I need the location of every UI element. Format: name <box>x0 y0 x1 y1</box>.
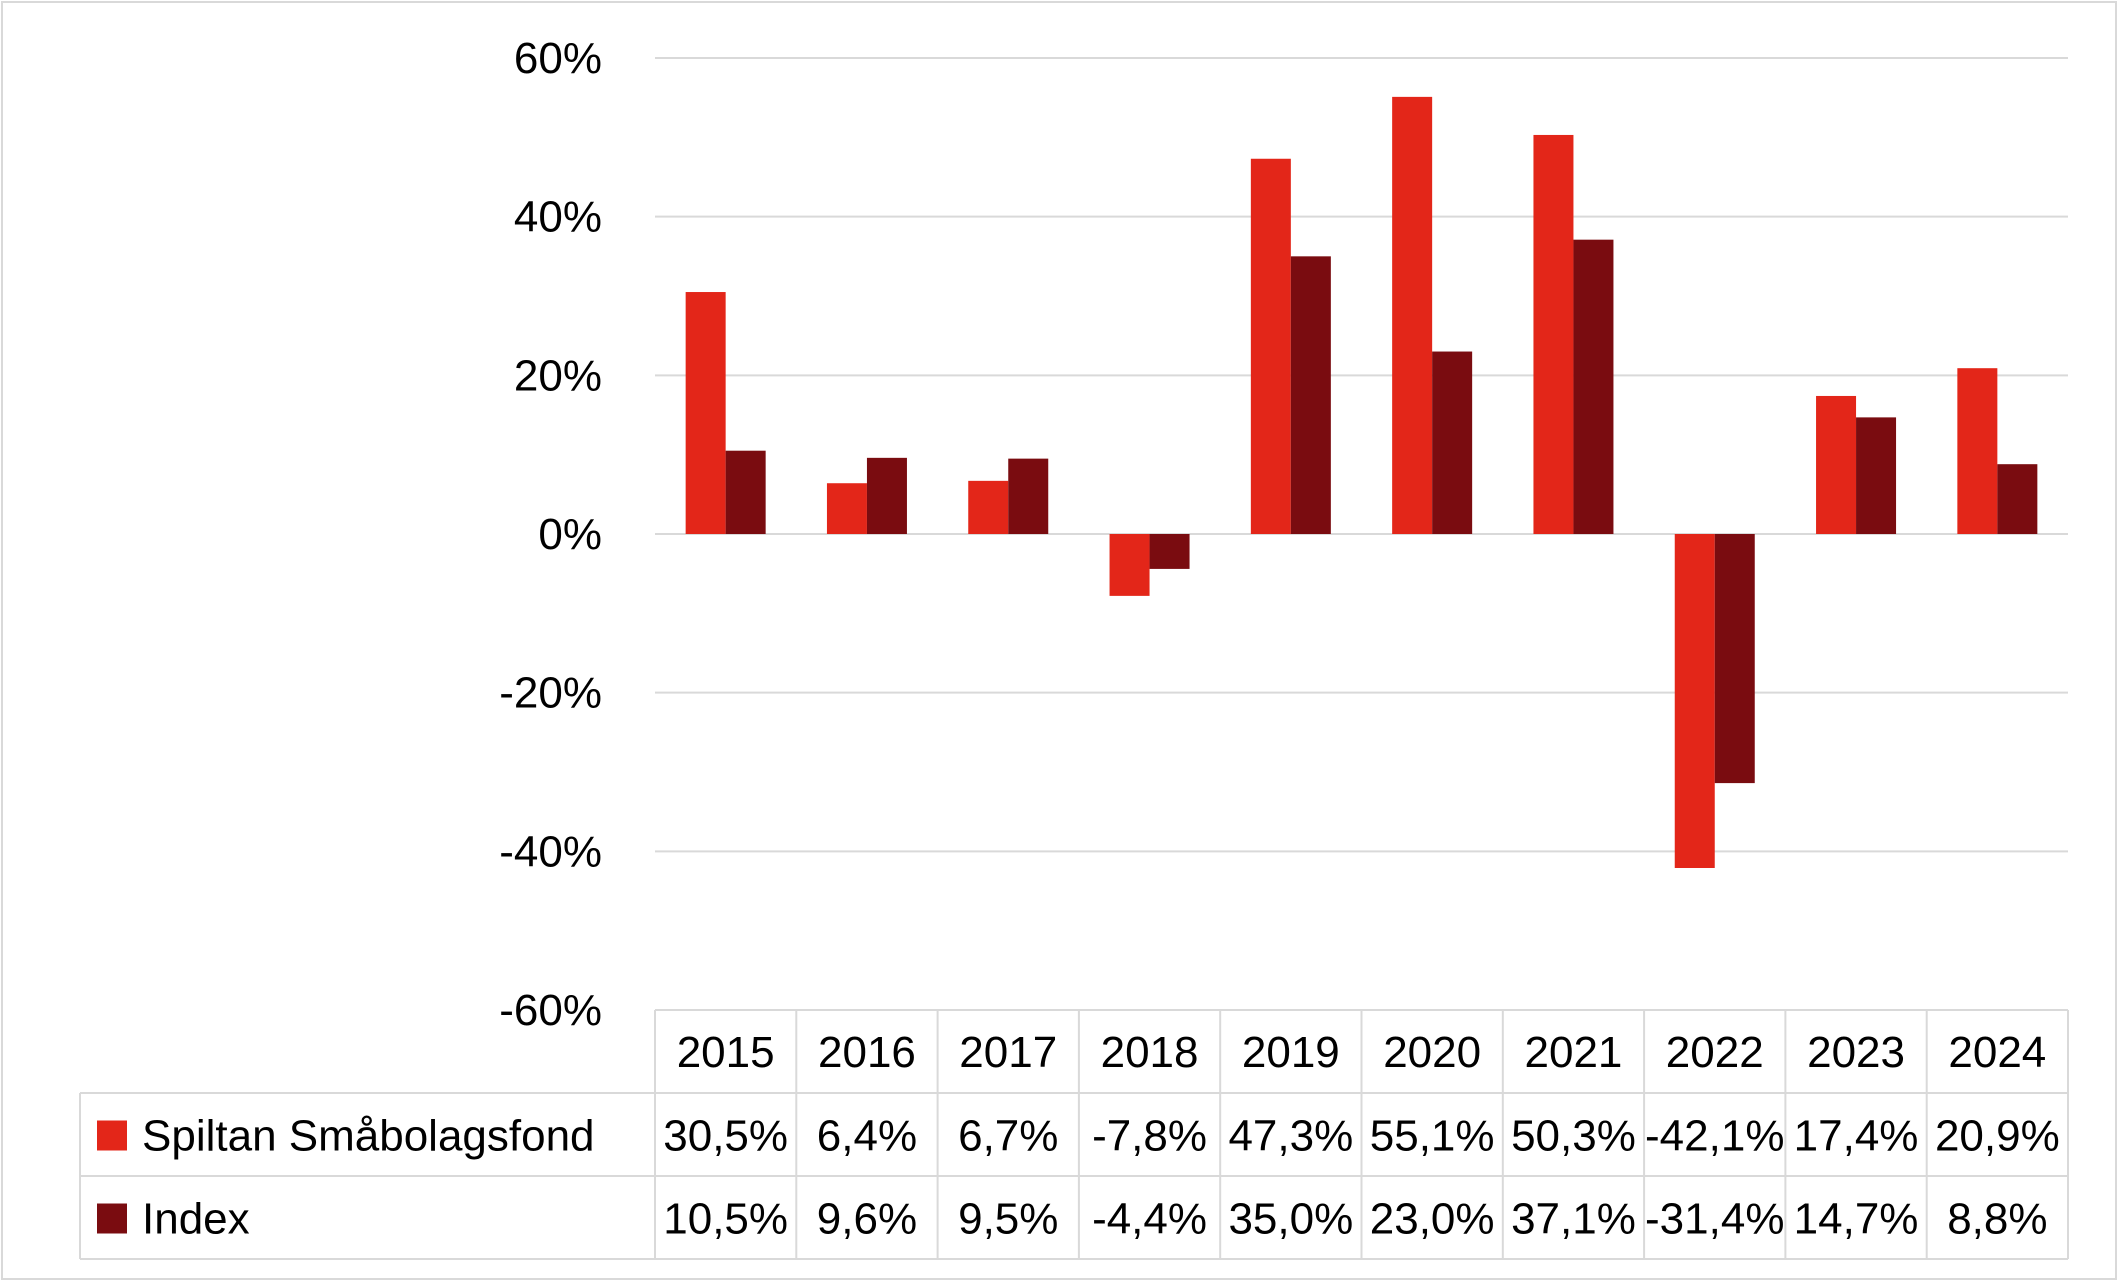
bar-index-2016 <box>866 457 907 534</box>
data-label: -7,8% <box>1092 1112 1207 1161</box>
data-label: 20,9% <box>1935 1112 2060 1161</box>
x-tick-label: 2021 <box>1525 1028 1623 1077</box>
data-label: 37,1% <box>1511 1195 1636 1244</box>
data-label: 6,4% <box>817 1112 917 1161</box>
y-tick-label: -60% <box>499 986 602 1035</box>
legend-swatch <box>97 1203 127 1234</box>
bar-index-2023 <box>1856 417 1897 534</box>
x-tick-label: 2015 <box>677 1028 775 1077</box>
data-label: 30,5% <box>663 1112 788 1161</box>
x-tick-label: 2016 <box>818 1028 916 1077</box>
x-tick-label: 2018 <box>1101 1028 1199 1077</box>
bar-spiltan-2022 <box>1674 534 1715 868</box>
data-label: -4,4% <box>1092 1195 1207 1244</box>
data-table: 2015 2016 2017 2018 2019 2020 2021 2022 2023 2024… <box>79 1009 2069 1260</box>
data-label: 55,1% <box>1370 1112 1495 1161</box>
bar-spiltan-2023 <box>1816 395 1857 534</box>
y-tick-label: -20% <box>499 669 602 718</box>
data-label: 9,5% <box>958 1195 1058 1244</box>
data-label: -31,4% <box>1645 1195 1784 1244</box>
legend-label: Spiltan Småbolagsfond <box>142 1112 595 1161</box>
bar-spiltan-2019 <box>1250 158 1291 534</box>
data-label: 17,4% <box>1794 1112 1919 1161</box>
x-tick-label: 2020 <box>1383 1028 1481 1077</box>
data-label: 6,7% <box>958 1112 1058 1161</box>
bar-index-2022 <box>1714 534 1755 784</box>
bar-index-2015 <box>725 450 766 534</box>
x-tick-label: 2023 <box>1807 1028 1905 1077</box>
y-tick-label: -40% <box>499 827 602 876</box>
data-label: 35,0% <box>1228 1195 1353 1244</box>
data-label: 10,5% <box>663 1195 788 1244</box>
bar-index-2020 <box>1432 351 1473 534</box>
data-label: -42,1% <box>1645 1112 1784 1161</box>
x-tick-label: 2017 <box>959 1028 1057 1077</box>
x-tick-label: 2022 <box>1666 1028 1764 1077</box>
data-label: 14,7% <box>1794 1195 1919 1244</box>
data-label: 8,8% <box>1947 1195 2047 1244</box>
bar-spiltan-2024 <box>1957 368 1998 534</box>
bar-spiltan-2020 <box>1392 96 1433 534</box>
bar-index-2024 <box>1997 464 2038 534</box>
bar-spiltan-2016 <box>826 483 867 534</box>
bars <box>685 96 2038 868</box>
legend-label: Index <box>142 1195 250 1244</box>
y-tick-label: 40% <box>514 193 602 242</box>
data-label: 23,0% <box>1370 1195 1495 1244</box>
y-axis-tick-labels: 60% 40% 20% 0% -20% -40% -60% <box>499 34 602 1035</box>
data-label: 47,3% <box>1228 1112 1353 1161</box>
bar-spiltan-2015 <box>685 292 726 534</box>
bar-index-2018 <box>1149 534 1190 569</box>
bar-spiltan-2018 <box>1109 534 1150 596</box>
bar-spiltan-2021 <box>1533 134 1574 534</box>
bar-index-2017 <box>1008 458 1049 534</box>
x-tick-label: 2024 <box>1948 1028 2046 1077</box>
data-label: 9,6% <box>817 1195 917 1244</box>
x-tick-label: 2019 <box>1242 1028 1340 1077</box>
legend-swatch <box>97 1120 127 1151</box>
y-tick-label: 60% <box>514 34 602 83</box>
y-tick-label: 20% <box>514 351 602 400</box>
bar-index-2019 <box>1290 256 1331 534</box>
y-tick-label: 0% <box>538 510 602 559</box>
bar-spiltan-2017 <box>968 480 1009 534</box>
data-label: 50,3% <box>1511 1112 1636 1161</box>
bar-index-2021 <box>1573 239 1614 534</box>
